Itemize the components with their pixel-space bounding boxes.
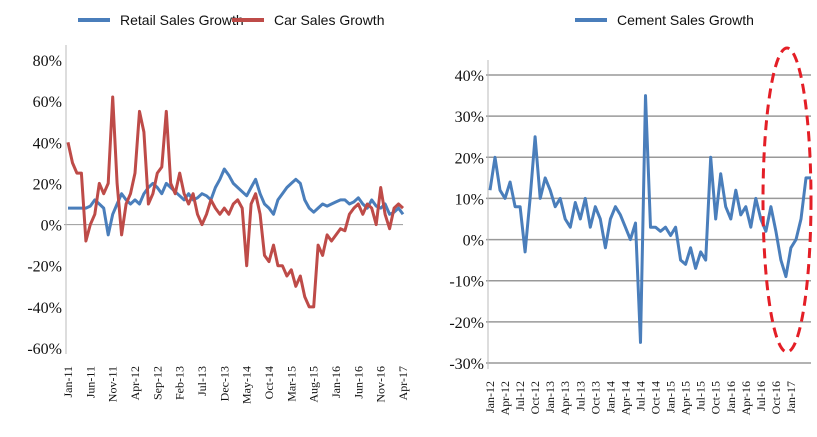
y-tick-label: -20% — [449, 315, 484, 332]
y-tick-label: 20% — [455, 150, 484, 167]
x-tick-label: Oct-12 — [528, 381, 542, 414]
x-tick-label: Jun-11 — [83, 366, 97, 398]
x-tick-label: Feb-13 — [173, 366, 187, 400]
x-tick-label: Jan-17 — [784, 381, 798, 413]
y-tick-label: -10% — [449, 274, 484, 291]
x-tick-label: Oct-15 — [709, 381, 723, 414]
y-tick-label: 60% — [33, 94, 62, 111]
x-tick-label: Apr-15 — [679, 381, 693, 415]
x-tick-label: Oct-14 — [262, 366, 276, 399]
x-tick-label: Jul-13 — [195, 366, 209, 396]
x-tick-label: Jul-13 — [573, 381, 587, 411]
y-tick-label: -20% — [27, 259, 62, 276]
x-tick-label: Jan-14 — [603, 381, 617, 413]
legend-label: Car Sales Growth — [274, 12, 384, 28]
x-tick-label: Apr-16 — [739, 381, 753, 415]
x-tick-label: Jul-15 — [694, 381, 708, 411]
x-tick-label: Apr-12 — [498, 381, 512, 415]
y-tick-label: -60% — [27, 341, 62, 358]
x-tick-label: Oct-14 — [649, 381, 663, 414]
x-tick-label: Jul-16 — [754, 381, 768, 411]
y-tick-label: 0% — [41, 218, 62, 235]
y-tick-label: 10% — [455, 191, 484, 208]
x-tick-label: May-14 — [240, 366, 254, 404]
y-tick-label: 40% — [455, 68, 484, 85]
legend-label: Retail Sales Growth — [120, 12, 244, 28]
legend-label: Cement Sales Growth — [617, 12, 754, 28]
x-tick-label: Apr-17 — [396, 366, 410, 400]
y-tick-label: 30% — [455, 109, 484, 126]
x-tick-label: Jan-16 — [329, 366, 343, 398]
x-tick-label: Aug-15 — [307, 366, 321, 403]
x-tick-label: Nov-16 — [374, 366, 388, 403]
y-tick-label: 20% — [33, 176, 62, 193]
x-tick-label: Oct-13 — [588, 381, 602, 414]
x-tick-label: Jun-16 — [351, 366, 365, 399]
x-tick-label: Sep-12 — [150, 366, 164, 400]
x-tick-label: Jul-14 — [633, 381, 647, 411]
y-tick-label: -30% — [449, 356, 484, 373]
x-tick-label: Nov-11 — [106, 366, 120, 402]
x-tick-label: Apr-12 — [128, 366, 142, 400]
line-series — [66, 95, 405, 309]
x-tick-label: Jan-13 — [543, 381, 557, 413]
line-series — [68, 167, 405, 237]
x-tick-label: Jan-15 — [664, 381, 678, 413]
x-tick-label: Apr-14 — [618, 381, 632, 415]
y-tick-label: 0% — [463, 233, 484, 250]
x-tick-label: Jul-12 — [513, 381, 527, 411]
x-tick-label: Jan-11 — [61, 366, 75, 398]
x-tick-label: Jan-16 — [724, 381, 738, 413]
x-tick-label: Mar-15 — [284, 366, 298, 402]
x-tick-label: Oct-16 — [769, 381, 783, 414]
y-tick-label: -40% — [27, 300, 62, 317]
x-tick-label: Apr-13 — [558, 381, 572, 415]
line-series — [488, 94, 811, 344]
x-tick-label: Dec-13 — [217, 366, 231, 401]
y-tick-label: 40% — [33, 135, 62, 152]
x-tick-label: Jan-12 — [483, 381, 497, 413]
highlight-ellipse — [761, 46, 813, 354]
y-tick-label: 80% — [33, 53, 62, 70]
